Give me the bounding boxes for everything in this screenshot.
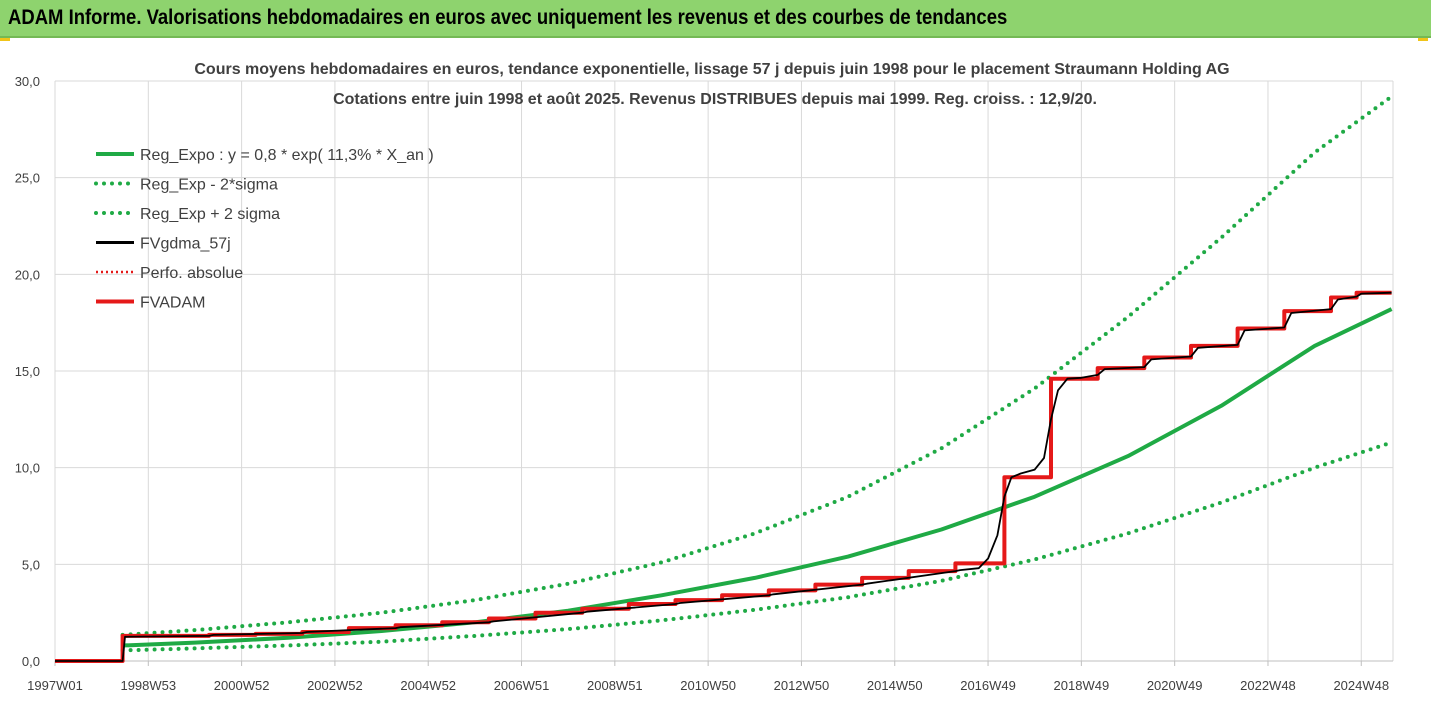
x-tick-label: 2008W51 [587, 678, 643, 693]
legend-label-reg-expo: Reg_Expo : y = 0,8 * exp( 11,3% * X_an ) [140, 147, 434, 164]
series-group [55, 94, 1394, 663]
corner-mark-left [0, 38, 10, 41]
x-tick-label: 2024W48 [1333, 678, 1389, 693]
corner-mark-right [1418, 38, 1428, 41]
y-tick-label: 15,0 [15, 364, 40, 379]
legend-label-fvadam: FVADAM [140, 295, 205, 312]
legend: Reg_Expo : y = 0,8 * exp( 11,3% * X_an )… [94, 147, 434, 312]
series-line-fvgdma-57j [55, 291, 1392, 662]
y-tick-label: 30,0 [15, 74, 40, 89]
y-tick-label: 5,0 [22, 557, 40, 572]
x-tick-label: 1997W01 [27, 678, 83, 693]
x-tick-label: 1998W53 [120, 678, 176, 693]
header-bar: ADAM Informe. Valorisations hebdomadaire… [0, 0, 1431, 38]
x-tick-label: 2004W52 [400, 678, 456, 693]
legend-label-reg-exp-plus-2sigma: Reg_Exp + 2 sigma [140, 206, 280, 223]
x-tick-label: 2002W52 [307, 678, 363, 693]
series-line-reg-expo [122, 307, 1393, 648]
x-tick-label: 2000W52 [214, 678, 270, 693]
legend-label-perfo-absolue: Perfo. absolue [140, 265, 243, 282]
chart: 0,0 5,0 10,0 15,0 20,0 25,0 30,0 1997W01 1998W53… [15, 61, 1394, 693]
x-tick-label: 2006W51 [494, 678, 550, 693]
y-tick-label: 20,0 [15, 267, 40, 282]
x-tick-label: 2018W49 [1054, 678, 1110, 693]
header-title: ADAM Informe. Valorisations hebdomadaire… [8, 6, 1008, 29]
chart-title-block: Cours moyens hebdomadaires en euros, ten… [194, 61, 1229, 108]
x-tick-label: 2012W50 [774, 678, 830, 693]
x-tick-label: 2020W49 [1147, 678, 1203, 693]
x-tick-label: 2022W48 [1240, 678, 1296, 693]
chart-title-line-1: Cours moyens hebdomadaires en euros, ten… [194, 61, 1229, 78]
y-tick-label: 0,0 [22, 654, 40, 669]
series-line-fvadam [55, 290, 1392, 663]
x-tick-label: 2010W50 [680, 678, 736, 693]
y-tick-label: 10,0 [15, 461, 40, 476]
x-tick-label: 2016W49 [960, 678, 1016, 693]
axes: 0,0 5,0 10,0 15,0 20,0 25,0 30,0 1997W01 1998W53… [15, 74, 1393, 693]
series-line-reg-exp-minus-2sigma [120, 440, 1394, 653]
gridlines [54, 80, 1394, 661]
y-tick-label: 25,0 [15, 171, 40, 186]
legend-label-fvgdma-57j: FVgdma_57j [140, 236, 231, 253]
chart-title-line-2: Cotations entre juin 1998 et août 2025. … [333, 91, 1097, 108]
x-tick-label: 2014W50 [867, 678, 923, 693]
legend-label-reg-exp-minus-2sigma: Reg_Exp - 2*sigma [140, 177, 278, 194]
